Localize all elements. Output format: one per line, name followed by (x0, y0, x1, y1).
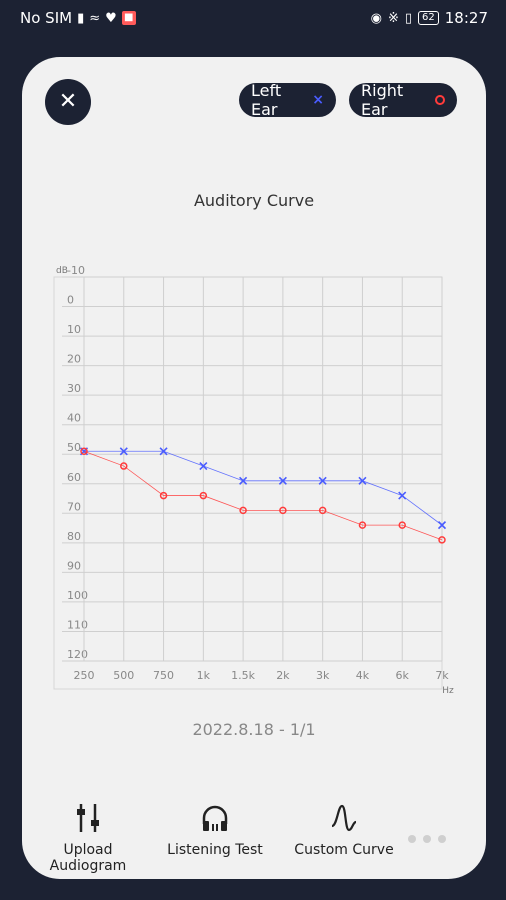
left-ear-point (278, 476, 287, 485)
right-ear-point (358, 521, 367, 529)
right-ear-point (199, 491, 208, 500)
left-ear-point (199, 461, 208, 471)
listening-test-button[interactable]: Listening Test (162, 802, 268, 858)
y-tick-label: 60 (67, 471, 81, 484)
right-ear-point (438, 536, 446, 544)
close-button[interactable]: ✕ (45, 79, 91, 125)
left-ear-label: Left Ear (251, 81, 282, 119)
page-dot (423, 835, 431, 843)
y-tick-label: 20 (67, 353, 81, 366)
left-ear-point (239, 476, 248, 485)
series-line-left-ear (84, 450, 443, 526)
left-ear-point (398, 491, 407, 500)
x-tick-label: 4k (356, 669, 370, 682)
y-tick-label: 110 (67, 618, 88, 631)
x-tick-label: 6k (396, 669, 410, 682)
wifi-icon: ≈ (89, 10, 101, 26)
y-tick-label: 120 (67, 648, 88, 661)
y-tick-label: 50 (67, 441, 81, 454)
upload-audiogram-label: Upload Audiogram (49, 842, 127, 874)
page-dot (408, 835, 416, 843)
right-ear-point (120, 462, 128, 470)
sim-icon: ▮ (77, 10, 85, 26)
date-page-label: 2022.8.18 - 1/1 (192, 720, 316, 739)
left-ear-point (318, 476, 327, 485)
y-tick-label: 100 (67, 589, 88, 602)
y-tick-label: 90 (67, 559, 81, 572)
x-tick-label: 2k (276, 669, 290, 682)
clock-time: 18:27 (444, 9, 488, 27)
audiogram-chart: -10 0 10 20 30 40 50 60 70 80 90 100 110 120 250 500 750… (53, 264, 454, 696)
x-tick-label: 1k (197, 669, 211, 682)
right-ear-point (239, 506, 247, 515)
x-tick-label: 250 (74, 669, 95, 682)
y-axis-unit-label: dB (56, 266, 68, 276)
listening-test-label: Listening Test (167, 842, 263, 858)
right-ear-label: Right Ear (361, 81, 404, 119)
custom-curve-label: Custom Curve (294, 842, 394, 858)
chart-title: Auditory Curve (193, 191, 315, 210)
y-tick-label: 40 (67, 412, 81, 425)
close-icon: ✕ (58, 89, 78, 114)
x-axis-unit-label: Hz (442, 686, 454, 696)
right-ear-point (159, 491, 168, 500)
status-bar: No SIM ▮ ≈ ♥ ■ ◉ ※ ▯ 62 18:27 (0, 0, 506, 36)
x-tick-label: 3k (316, 669, 330, 682)
x-tick-label: 7k (435, 669, 449, 682)
right-ear-point (80, 447, 88, 456)
left-ear-point (159, 447, 168, 456)
headphones-icon (202, 805, 228, 831)
more-dots[interactable] (408, 835, 446, 843)
sliders-icon (77, 804, 99, 832)
y-tick-label: 10 (67, 323, 81, 336)
custom-curve-button[interactable]: Custom Curve (292, 802, 396, 858)
vibrate-icon: ▯ (404, 10, 413, 26)
bluetooth-icon: ※ (387, 10, 399, 26)
battery-icon: 62 (418, 11, 439, 25)
left-ear-point (358, 476, 367, 485)
audiogram-card: ✕ Left Ear × Right Ear Auditory Curve -1… (22, 57, 486, 879)
left-ear-point (119, 447, 128, 456)
left-ear-toggle[interactable]: Left Ear × (239, 81, 336, 119)
circle-marker-icon (435, 95, 445, 105)
x-tick-label: 750 (153, 669, 174, 682)
x-tick-label: 1.5k (231, 669, 255, 682)
upload-audiogram-button[interactable]: Upload Audiogram (26, 802, 150, 874)
right-ear-toggle[interactable]: Right Ear (349, 81, 457, 119)
series-line-right-ear (83, 450, 443, 541)
heart-icon: ♥ (105, 10, 117, 26)
chart-frame (53, 276, 443, 690)
eye-icon: ◉ (370, 10, 382, 26)
right-ear-point (279, 506, 287, 515)
carrier-label: No SIM (20, 9, 73, 27)
cross-marker-icon: × (312, 92, 324, 108)
y-tick-label: 70 (67, 500, 81, 513)
curve-icon (331, 804, 357, 832)
y-tick-label: 80 (67, 530, 81, 543)
page-dot (438, 835, 446, 843)
x-tick-label: 500 (113, 669, 134, 682)
y-tick-label: 30 (67, 382, 81, 395)
right-ear-point (398, 521, 406, 529)
right-ear-point (318, 506, 327, 515)
y-tick-label: -10 (67, 264, 85, 277)
y-tick-label: 0 (67, 294, 74, 307)
notification-icon: ■ (121, 11, 136, 25)
left-ear-point (437, 521, 447, 530)
